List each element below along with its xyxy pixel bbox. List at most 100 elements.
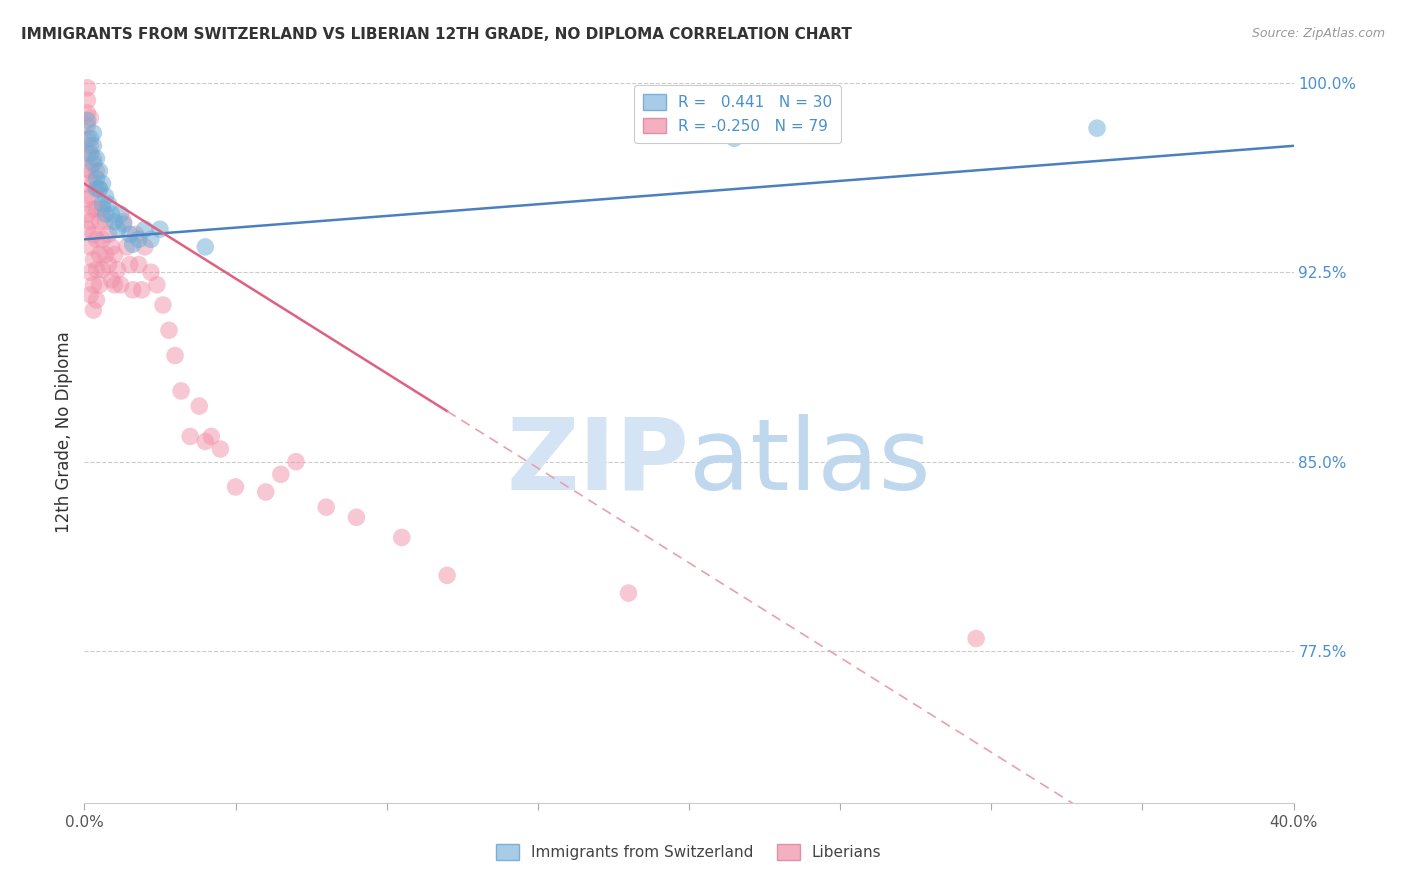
- Point: [94, 189, 117, 203]
- Point: [86, 202, 108, 216]
- Point: [79, 189, 101, 203]
- Point: [112, 214, 135, 228]
- Point: [139, 232, 162, 246]
- Point: [76, 113, 98, 128]
- Point: [89, 214, 111, 228]
- Point: [76, 131, 98, 145]
- Point: [97, 227, 120, 242]
- Point: [97, 197, 120, 211]
- Point: [82, 252, 104, 267]
- Point: [79, 131, 101, 145]
- Point: [82, 277, 104, 292]
- Point: [112, 217, 135, 231]
- Point: [128, 258, 150, 272]
- Point: [131, 283, 153, 297]
- Point: [86, 164, 108, 178]
- Point: [100, 273, 122, 287]
- Text: ZIP: ZIP: [506, 414, 689, 511]
- Point: [110, 277, 132, 292]
- Point: [194, 434, 217, 449]
- Point: [346, 510, 368, 524]
- Point: [91, 232, 114, 246]
- Point: [128, 232, 150, 246]
- Point: [94, 214, 117, 228]
- Point: [254, 485, 277, 500]
- Point: [79, 164, 101, 178]
- Point: [170, 384, 193, 398]
- Point: [139, 265, 162, 279]
- Point: [89, 277, 111, 292]
- Point: [110, 207, 132, 221]
- Point: [104, 277, 127, 292]
- Point: [270, 467, 292, 482]
- Point: [97, 258, 120, 272]
- Point: [146, 277, 169, 292]
- Point: [104, 214, 127, 228]
- Point: [89, 182, 111, 196]
- Point: [115, 240, 138, 254]
- Point: [121, 283, 143, 297]
- Point: [94, 247, 117, 261]
- Point: [82, 177, 104, 191]
- Point: [107, 262, 129, 277]
- Point: [79, 146, 101, 161]
- Point: [89, 164, 111, 178]
- Point: [194, 240, 217, 254]
- Point: [76, 192, 98, 206]
- Point: [89, 182, 111, 196]
- Point: [76, 146, 98, 161]
- Point: [436, 568, 458, 582]
- Point: [82, 156, 104, 170]
- Legend: Immigrants from Switzerland, Liberians: Immigrants from Switzerland, Liberians: [486, 835, 891, 869]
- Point: [79, 138, 101, 153]
- Text: Source: ZipAtlas.com: Source: ZipAtlas.com: [1251, 27, 1385, 40]
- Point: [89, 247, 111, 261]
- Point: [118, 227, 141, 242]
- Point: [94, 207, 117, 221]
- Point: [391, 531, 413, 545]
- Point: [76, 93, 98, 107]
- Point: [285, 455, 308, 469]
- Point: [100, 240, 122, 254]
- Point: [76, 161, 98, 176]
- Point: [91, 177, 114, 191]
- Point: [76, 119, 98, 133]
- Point: [82, 227, 104, 242]
- Point: [76, 106, 98, 120]
- Point: [91, 202, 114, 216]
- Point: [86, 232, 108, 246]
- Point: [86, 262, 108, 277]
- Point: [82, 303, 104, 318]
- Text: atlas: atlas: [689, 414, 931, 511]
- Point: [79, 214, 101, 228]
- Point: [82, 152, 104, 166]
- Point: [107, 222, 129, 236]
- Text: IMMIGRANTS FROM SWITZERLAND VS LIBERIAN 12TH GRADE, NO DIPLOMA CORRELATION CHART: IMMIGRANTS FROM SWITZERLAND VS LIBERIAN …: [21, 27, 852, 42]
- Point: [134, 222, 156, 236]
- Point: [157, 323, 180, 337]
- Point: [179, 429, 201, 443]
- Point: [76, 80, 98, 95]
- Point: [82, 202, 104, 216]
- Point: [91, 262, 114, 277]
- Point: [118, 258, 141, 272]
- Point: [82, 138, 104, 153]
- Point: [121, 237, 143, 252]
- Point: [125, 227, 148, 242]
- Point: [79, 240, 101, 254]
- Point: [79, 111, 101, 125]
- Point: [165, 349, 187, 363]
- Point: [965, 632, 987, 646]
- Point: [152, 298, 174, 312]
- Point: [79, 288, 101, 302]
- Y-axis label: 12th Grade, No Diploma: 12th Grade, No Diploma: [55, 332, 73, 533]
- Point: [86, 182, 108, 196]
- Point: [91, 197, 114, 211]
- Point: [225, 480, 247, 494]
- Point: [76, 207, 98, 221]
- Point: [104, 247, 127, 261]
- Point: [86, 293, 108, 307]
- Point: [1085, 121, 1108, 136]
- Point: [86, 171, 108, 186]
- Point: [200, 429, 222, 443]
